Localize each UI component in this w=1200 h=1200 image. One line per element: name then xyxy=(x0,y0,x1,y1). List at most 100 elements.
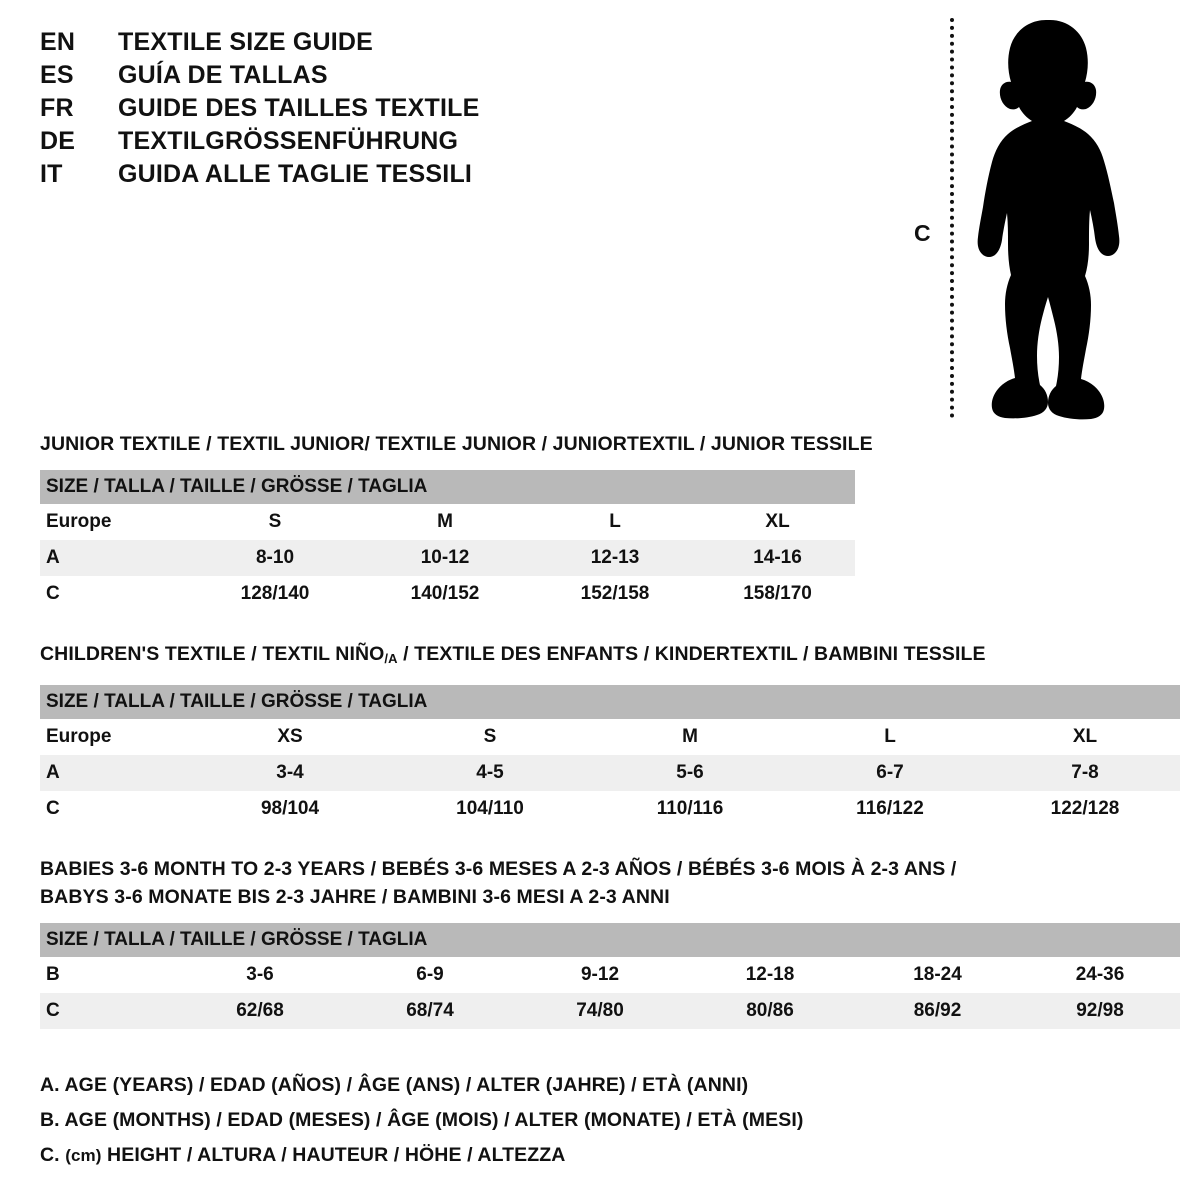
children-size-col-3: L xyxy=(790,719,990,755)
children-header-row: Europe XS S M L XL xyxy=(40,719,1181,755)
junior-size-bar-row: SIZE / TALLA / TAILLE / GRÖSSE / TAGLIA xyxy=(40,470,856,504)
language-title-de: TEXTILGRÖSSENFÜHRUNG xyxy=(118,127,459,155)
legend-line-a: A. AGE (YEARS) / EDAD (AÑOS) / ÂGE (ANS)… xyxy=(40,1074,749,1096)
legend-line-c: C. (cm) HEIGHT / ALTURA / HAUTEUR / HÖHE… xyxy=(40,1138,803,1173)
babies-row-c-value-4: 86/92 xyxy=(855,993,1020,1029)
section-children-textile: CHILDREN'S TEXTILE / TEXTIL NIÑO/A / TEX… xyxy=(40,640,1181,827)
babies-size-table: SIZE / TALLA / TAILLE / GRÖSSE / TAGLIA … xyxy=(40,923,1180,1029)
legend-line-c-prefix: C. xyxy=(40,1144,66,1166)
junior-row-a-label: A xyxy=(40,540,190,576)
children-row-a-value-0: 3-4 xyxy=(190,755,390,791)
junior-header-row: Europe S M L XL xyxy=(40,504,856,540)
children-row-a-label: A xyxy=(40,755,190,791)
junior-row-c-label: C xyxy=(40,576,190,612)
section-babies-title-line2: BABYS 3-6 MONATE BIS 2-3 JAHRE / BAMBINI… xyxy=(40,886,670,908)
legend-line-c-rest: HEIGHT / ALTURA / HAUTEUR / HÖHE / ALTEZ… xyxy=(101,1144,566,1166)
section-babies-textile: BABIES 3-6 MONTH TO 2-3 YEARS / BEBÉS 3-… xyxy=(40,855,1180,1029)
babies-row-b-value-1: 6-9 xyxy=(345,957,515,993)
babies-row-b-value-3: 12-18 xyxy=(685,957,855,993)
children-row-a-value-1: 4-5 xyxy=(390,755,590,791)
junior-row-c-value-3: 158/170 xyxy=(700,576,856,612)
babies-row-c-value-1: 68/74 xyxy=(345,993,515,1029)
junior-row-c-value-2: 152/158 xyxy=(530,576,700,612)
children-row-c-value-3: 116/122 xyxy=(790,791,990,827)
babies-row-c-value-2: 74/80 xyxy=(515,993,685,1029)
babies-row-b-value-4: 18-24 xyxy=(855,957,1020,993)
children-row-c-value-1: 104/110 xyxy=(390,791,590,827)
children-row-c-label: C xyxy=(40,791,190,827)
babies-row-b-label: B xyxy=(40,957,175,993)
babies-size-bar-row: SIZE / TALLA / TAILLE / GRÖSSE / TAGLIA xyxy=(40,923,1180,957)
legend-line-b: B. AGE (MONTHS) / EDAD (MESES) / ÂGE (MO… xyxy=(40,1109,804,1131)
babies-row-c-value-5: 92/98 xyxy=(1020,993,1180,1029)
children-region-label: Europe xyxy=(40,719,190,755)
children-size-table: SIZE / TALLA / TAILLE / GRÖSSE / TAGLIA … xyxy=(40,685,1181,827)
language-row-es: ES GUÍA DE TALLAS xyxy=(40,61,600,94)
junior-row-c-value-0: 128/140 xyxy=(190,576,360,612)
language-title-block: EN TEXTILE SIZE GUIDE ES GUÍA DE TALLAS … xyxy=(40,28,600,193)
junior-row-a-value-2: 12-13 xyxy=(530,540,700,576)
children-size-bar-label: SIZE / TALLA / TAILLE / GRÖSSE / TAGLIA xyxy=(40,685,1181,719)
table-row: A 3-4 4-5 5-6 6-7 7-8 xyxy=(40,755,1181,791)
language-title-es: GUÍA DE TALLAS xyxy=(118,61,328,89)
language-row-en: EN TEXTILE SIZE GUIDE xyxy=(40,28,600,61)
junior-region-label: Europe xyxy=(40,504,190,540)
legend-line-c-cm-unit: (cm) xyxy=(65,1146,102,1165)
children-size-col-4: XL xyxy=(990,719,1181,755)
table-row: C 128/140 140/152 152/158 158/170 xyxy=(40,576,856,612)
section-babies-title-line1: BABIES 3-6 MONTH TO 2-3 YEARS / BEBÉS 3-… xyxy=(40,858,957,880)
language-row-de: DE TEXTILGRÖSSENFÜHRUNG xyxy=(40,127,600,160)
children-row-c-value-0: 98/104 xyxy=(190,791,390,827)
children-row-a-value-2: 5-6 xyxy=(590,755,790,791)
table-row: C 98/104 104/110 110/116 116/122 122/128 xyxy=(40,791,1181,827)
children-row-a-value-4: 7-8 xyxy=(990,755,1181,791)
language-code-de: DE xyxy=(40,127,76,155)
babies-row-b-value-2: 9-12 xyxy=(515,957,685,993)
babies-row-c-label: C xyxy=(40,993,175,1029)
table-row: A 8-10 10-12 12-13 14-16 xyxy=(40,540,856,576)
children-size-col-2: M xyxy=(590,719,790,755)
section-children-title-main: CHILDREN'S TEXTILE / TEXTIL NIÑO xyxy=(40,643,385,665)
language-code-en: EN xyxy=(40,28,76,56)
height-measure-dotted-line xyxy=(950,18,954,418)
children-size-bar-row: SIZE / TALLA / TAILLE / GRÖSSE / TAGLIA xyxy=(40,685,1181,719)
children-row-a-value-3: 6-7 xyxy=(790,755,990,791)
section-junior-textile: JUNIOR TEXTILE / TEXTIL JUNIOR/ TEXTILE … xyxy=(40,430,873,612)
junior-row-a-value-1: 10-12 xyxy=(360,540,530,576)
junior-size-col-0: S xyxy=(190,504,360,540)
children-row-c-value-2: 110/116 xyxy=(590,791,790,827)
junior-size-bar-label: SIZE / TALLA / TAILLE / GRÖSSE / TAGLIA xyxy=(40,470,856,504)
babies-row-b-value-5: 24-36 xyxy=(1020,957,1180,993)
junior-size-col-3: XL xyxy=(700,504,856,540)
section-junior-title: JUNIOR TEXTILE / TEXTIL JUNIOR/ TEXTILE … xyxy=(40,433,873,455)
junior-size-col-2: L xyxy=(530,504,700,540)
section-children-title-sub: /A xyxy=(384,651,398,666)
section-children-title-rest: / TEXTILE DES ENFANTS / KINDERTEXTIL / B… xyxy=(397,643,986,665)
children-row-c-value-4: 122/128 xyxy=(990,791,1181,827)
section-children-title: CHILDREN'S TEXTILE / TEXTIL NIÑO/A / TEX… xyxy=(40,640,1180,673)
language-title-it: GUIDA ALLE TAGLIE TESSILI xyxy=(118,160,473,188)
junior-row-a-value-0: 8-10 xyxy=(190,540,360,576)
children-size-col-0: XS xyxy=(190,719,390,755)
height-measurement-figure: C xyxy=(900,10,1140,430)
babies-row-b-value-0: 3-6 xyxy=(175,957,345,993)
language-code-fr: FR xyxy=(40,94,74,122)
language-title-en: TEXTILE SIZE GUIDE xyxy=(118,28,374,56)
junior-row-c-value-1: 140/152 xyxy=(360,576,530,612)
language-title-fr: GUIDE DES TAILLES TEXTILE xyxy=(118,94,480,122)
height-measure-label-c: C xyxy=(914,220,931,246)
junior-row-a-value-3: 14-16 xyxy=(700,540,856,576)
language-code-es: ES xyxy=(40,61,74,89)
babies-size-bar-label: SIZE / TALLA / TAILLE / GRÖSSE / TAGLIA xyxy=(40,923,1180,957)
junior-size-col-1: M xyxy=(360,504,530,540)
measurement-legend: A. AGE (YEARS) / EDAD (AÑOS) / ÂGE (ANS)… xyxy=(40,1068,803,1173)
language-code-it: IT xyxy=(40,160,63,188)
toddler-silhouette-icon xyxy=(977,20,1120,420)
language-row-fr: FR GUIDE DES TAILLES TEXTILE xyxy=(40,94,600,127)
language-row-it: IT GUIDA ALLE TAGLIE TESSILI xyxy=(40,160,600,193)
babies-row-c-value-3: 80/86 xyxy=(685,993,855,1029)
children-size-col-1: S xyxy=(390,719,590,755)
table-row: C 62/68 68/74 74/80 80/86 86/92 92/98 xyxy=(40,993,1180,1029)
table-row: B 3-6 6-9 9-12 12-18 18-24 24-36 xyxy=(40,957,1180,993)
junior-size-table: SIZE / TALLA / TAILLE / GRÖSSE / TAGLIA … xyxy=(40,470,856,612)
